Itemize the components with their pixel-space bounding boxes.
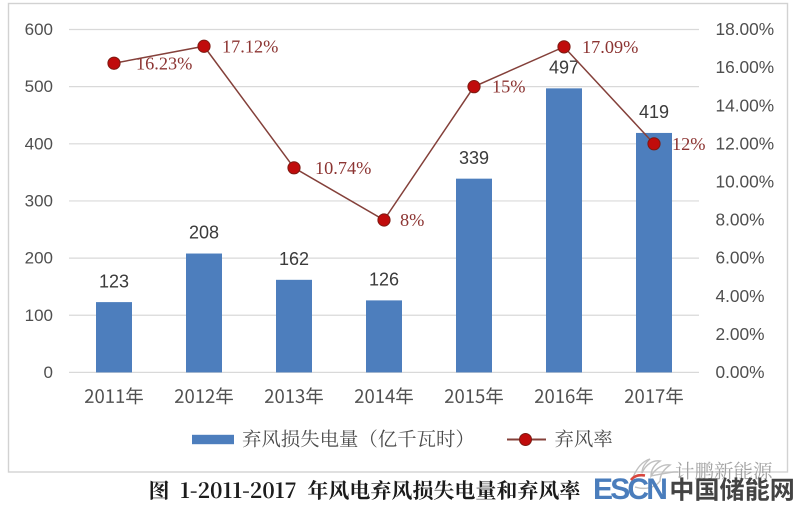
svg-text:15%: 15%: [492, 77, 526, 97]
svg-text:18.00%: 18.00%: [716, 19, 775, 39]
svg-text:300: 300: [25, 192, 53, 211]
svg-text:6.00%: 6.00%: [716, 248, 765, 268]
svg-text:16.23%: 16.23%: [136, 53, 192, 73]
svg-text:12%: 12%: [672, 134, 706, 154]
svg-text:0: 0: [44, 363, 53, 382]
svg-text:339: 339: [459, 148, 489, 168]
svg-text:10.74%: 10.74%: [315, 158, 371, 178]
svg-text:12.00%: 12.00%: [716, 133, 775, 153]
svg-text:10.00%: 10.00%: [716, 172, 775, 192]
svg-text:123: 123: [99, 271, 129, 291]
svg-text:497: 497: [549, 58, 579, 78]
svg-text:100: 100: [25, 306, 53, 325]
svg-text:419: 419: [639, 102, 669, 122]
svg-text:126: 126: [369, 270, 399, 290]
svg-text:162: 162: [279, 249, 309, 269]
svg-text:600: 600: [25, 20, 53, 39]
svg-text:4.00%: 4.00%: [716, 286, 765, 306]
svg-text:8.00%: 8.00%: [716, 210, 765, 230]
svg-text:200: 200: [25, 249, 53, 268]
svg-text:8%: 8%: [400, 210, 424, 230]
svg-text:2.00%: 2.00%: [716, 324, 765, 344]
svg-text:400: 400: [25, 134, 53, 153]
svg-text:14.00%: 14.00%: [716, 95, 775, 115]
svg-text:0.00%: 0.00%: [716, 362, 765, 382]
svg-text:208: 208: [189, 223, 219, 243]
svg-text:ESCN: ESCN: [593, 473, 666, 506]
svg-text:16.00%: 16.00%: [716, 57, 775, 77]
svg-text:500: 500: [25, 77, 53, 96]
svg-text:17.12%: 17.12%: [222, 36, 278, 56]
svg-text:17.09%: 17.09%: [582, 37, 638, 57]
